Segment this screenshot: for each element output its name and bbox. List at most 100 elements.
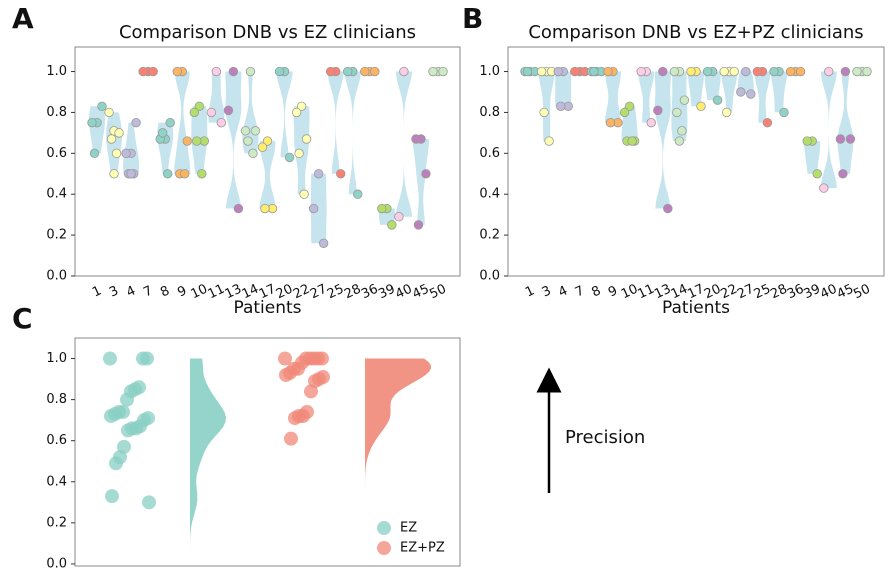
axes-frame — [74, 337, 461, 567]
point — [605, 117, 616, 128]
x-tick-label: 11 — [206, 282, 227, 303]
y-tick-label: 0.2 — [46, 515, 67, 530]
point — [304, 384, 318, 399]
point — [120, 392, 134, 407]
x-tick-label: 20 — [274, 282, 295, 303]
violin — [259, 141, 276, 209]
y-tick-label: 0.6 — [46, 433, 67, 448]
point — [741, 66, 751, 77]
legend-label: EZ+PZ — [400, 541, 445, 556]
point — [544, 136, 554, 146]
point — [336, 169, 346, 179]
x-tick-label: 14 — [669, 282, 690, 303]
point — [284, 152, 295, 163]
x-tick-label: 36 — [359, 282, 380, 303]
x-tick-label: 11 — [636, 282, 657, 303]
x-axis-label: Patients — [662, 298, 730, 318]
violin — [671, 71, 688, 142]
point — [111, 148, 122, 159]
x-tick-label: 25 — [325, 282, 346, 303]
chart-title: Comparison DNB vs EZ clinicians — [119, 22, 416, 43]
point — [131, 117, 141, 128]
point — [674, 136, 685, 146]
point — [636, 66, 646, 77]
violin — [605, 71, 621, 123]
violin — [638, 71, 655, 123]
point — [838, 169, 848, 179]
x-tick-label: 3 — [107, 283, 121, 300]
y-tick-label: 0.4 — [46, 187, 67, 202]
point — [746, 89, 756, 99]
point — [679, 95, 690, 105]
point — [104, 107, 114, 118]
x-tick-label: 28 — [342, 282, 363, 303]
point — [835, 134, 846, 144]
point — [522, 66, 533, 77]
point — [752, 66, 763, 77]
violin — [704, 71, 721, 101]
point — [672, 107, 682, 118]
point — [413, 220, 424, 230]
panel-label: B — [462, 2, 483, 35]
point — [182, 136, 192, 146]
point — [712, 95, 723, 105]
point — [97, 101, 107, 111]
point — [194, 101, 205, 111]
point — [663, 203, 673, 214]
point — [824, 66, 834, 77]
point — [553, 66, 563, 77]
x-tick-label: 7 — [141, 283, 155, 300]
violin — [721, 71, 738, 113]
point — [411, 134, 421, 144]
point — [603, 66, 613, 77]
y-tick-label: 0.8 — [479, 105, 500, 120]
point — [228, 66, 239, 77]
x-tick-label: 7 — [573, 283, 587, 300]
y-tick-label: 0.0 — [46, 556, 67, 571]
x-tick-label: 13 — [223, 282, 244, 303]
point — [722, 107, 732, 118]
point — [299, 189, 309, 199]
point — [686, 66, 696, 77]
point — [653, 105, 663, 116]
point — [539, 107, 549, 118]
point — [288, 411, 302, 426]
point — [106, 134, 117, 144]
point — [136, 351, 150, 366]
violin — [89, 106, 105, 154]
legend-marker — [377, 541, 391, 555]
point — [291, 107, 302, 118]
point — [121, 423, 135, 438]
x-tick-label: 27 — [308, 282, 329, 303]
point — [308, 203, 319, 214]
point — [142, 495, 156, 510]
x-tick-label: 9 — [175, 283, 189, 300]
point — [250, 126, 261, 136]
point — [197, 169, 207, 179]
point — [736, 87, 746, 97]
point — [570, 66, 580, 77]
x-tick-label: 25 — [752, 282, 773, 303]
half-violin — [190, 358, 226, 554]
half-violin — [365, 358, 431, 490]
point — [248, 148, 258, 159]
x-tick-label: 50 — [851, 282, 872, 303]
violin — [276, 71, 293, 158]
point — [627, 136, 637, 146]
x-tick-label: 10 — [619, 282, 640, 303]
point — [536, 66, 547, 77]
axes-frame — [507, 46, 885, 277]
point — [192, 136, 202, 146]
point — [87, 117, 97, 128]
annotation: Precision — [565, 427, 645, 448]
violin — [123, 122, 140, 174]
point — [138, 66, 148, 77]
x-tick-label: 17 — [685, 282, 706, 303]
x-tick-label: 8 — [158, 283, 172, 300]
point — [387, 220, 397, 230]
point — [189, 107, 200, 118]
point — [819, 183, 829, 193]
violin — [174, 71, 191, 174]
point — [262, 136, 273, 146]
point — [556, 101, 566, 111]
